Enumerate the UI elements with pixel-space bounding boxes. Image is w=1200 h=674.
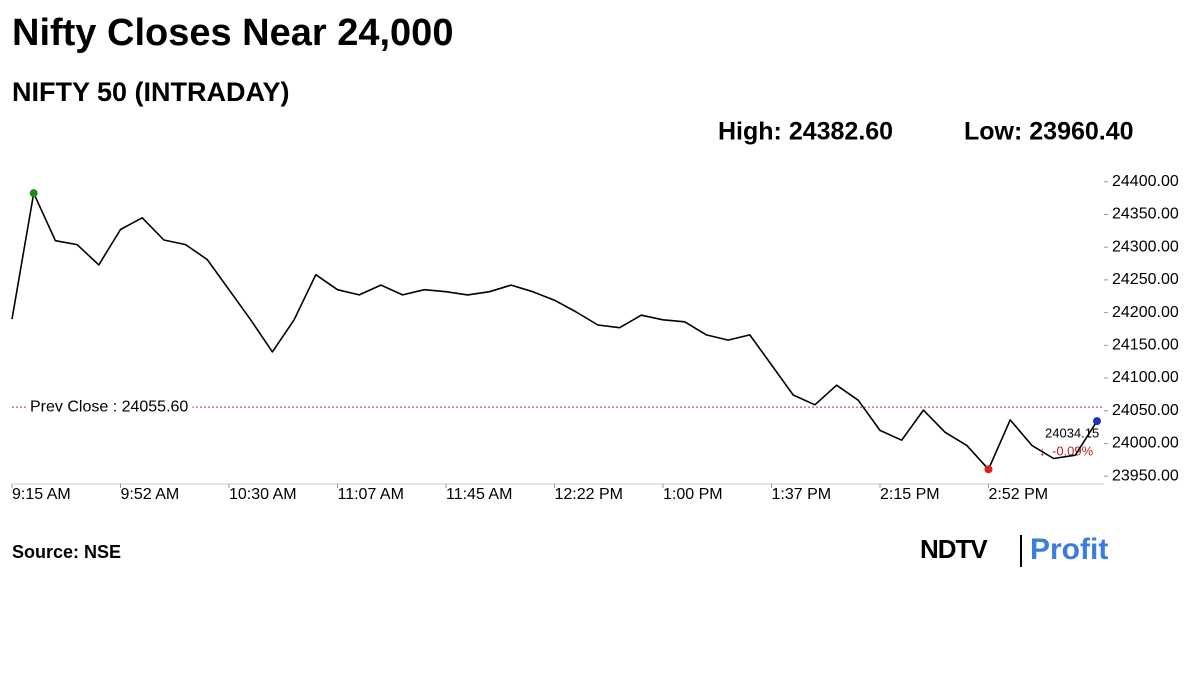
x-tick-label: 10:30 AM [229, 486, 297, 503]
x-tick-label: 2:15 PM [880, 486, 940, 503]
marker-dot [29, 189, 38, 198]
y-tick-label: 24100.00 [1112, 369, 1179, 386]
brand-name: NDTV [920, 534, 988, 564]
high-label: High: 24382.60 [718, 118, 893, 146]
x-tick-label: 1:37 PM [772, 486, 832, 503]
y-tick-label: 24400.00 [1112, 173, 1179, 190]
chart-title: Nifty Closes Near 24,000 [12, 12, 453, 54]
y-tick-label: 23950.00 [1112, 467, 1179, 484]
x-tick-label: 11:07 AM [338, 486, 404, 503]
y-tick-label: 24300.00 [1112, 238, 1179, 255]
low-label: Low: 23960.40 [964, 118, 1134, 146]
x-tick-label: 9:15 AM [12, 486, 71, 503]
y-tick-label: 24050.00 [1112, 402, 1179, 419]
prev-close-label: Prev Close : 24055.60 [30, 398, 188, 415]
price-line [11, 192, 1098, 471]
x-tick-label: 1:00 PM [663, 486, 723, 503]
prev-close-label-bg [26, 397, 193, 417]
x-tick-label: 9:52 AM [121, 486, 180, 503]
x-tick-label: 2:52 PM [989, 486, 1049, 503]
y-tick-label: 24350.00 [1112, 206, 1179, 223]
x-tick-label: 12:22 PM [555, 486, 623, 503]
marker-dot [984, 465, 993, 474]
chart-subtitle: NIFTY 50 (INTRADAY) [12, 77, 290, 107]
y-tick-label: 24150.00 [1112, 337, 1179, 354]
x-tick-label: 11:45 AM [446, 486, 512, 503]
brand-product: Profit [1030, 533, 1108, 566]
y-tick-label: 24250.00 [1112, 271, 1179, 288]
last-value-label: 24034.15 [1045, 425, 1099, 440]
change-label: -0.09% [1052, 443, 1094, 458]
marker-dot [1093, 417, 1101, 426]
y-tick-label: 24200.00 [1112, 304, 1179, 321]
y-tick-label: 24000.00 [1112, 435, 1179, 452]
source: Source: NSE [12, 542, 121, 562]
